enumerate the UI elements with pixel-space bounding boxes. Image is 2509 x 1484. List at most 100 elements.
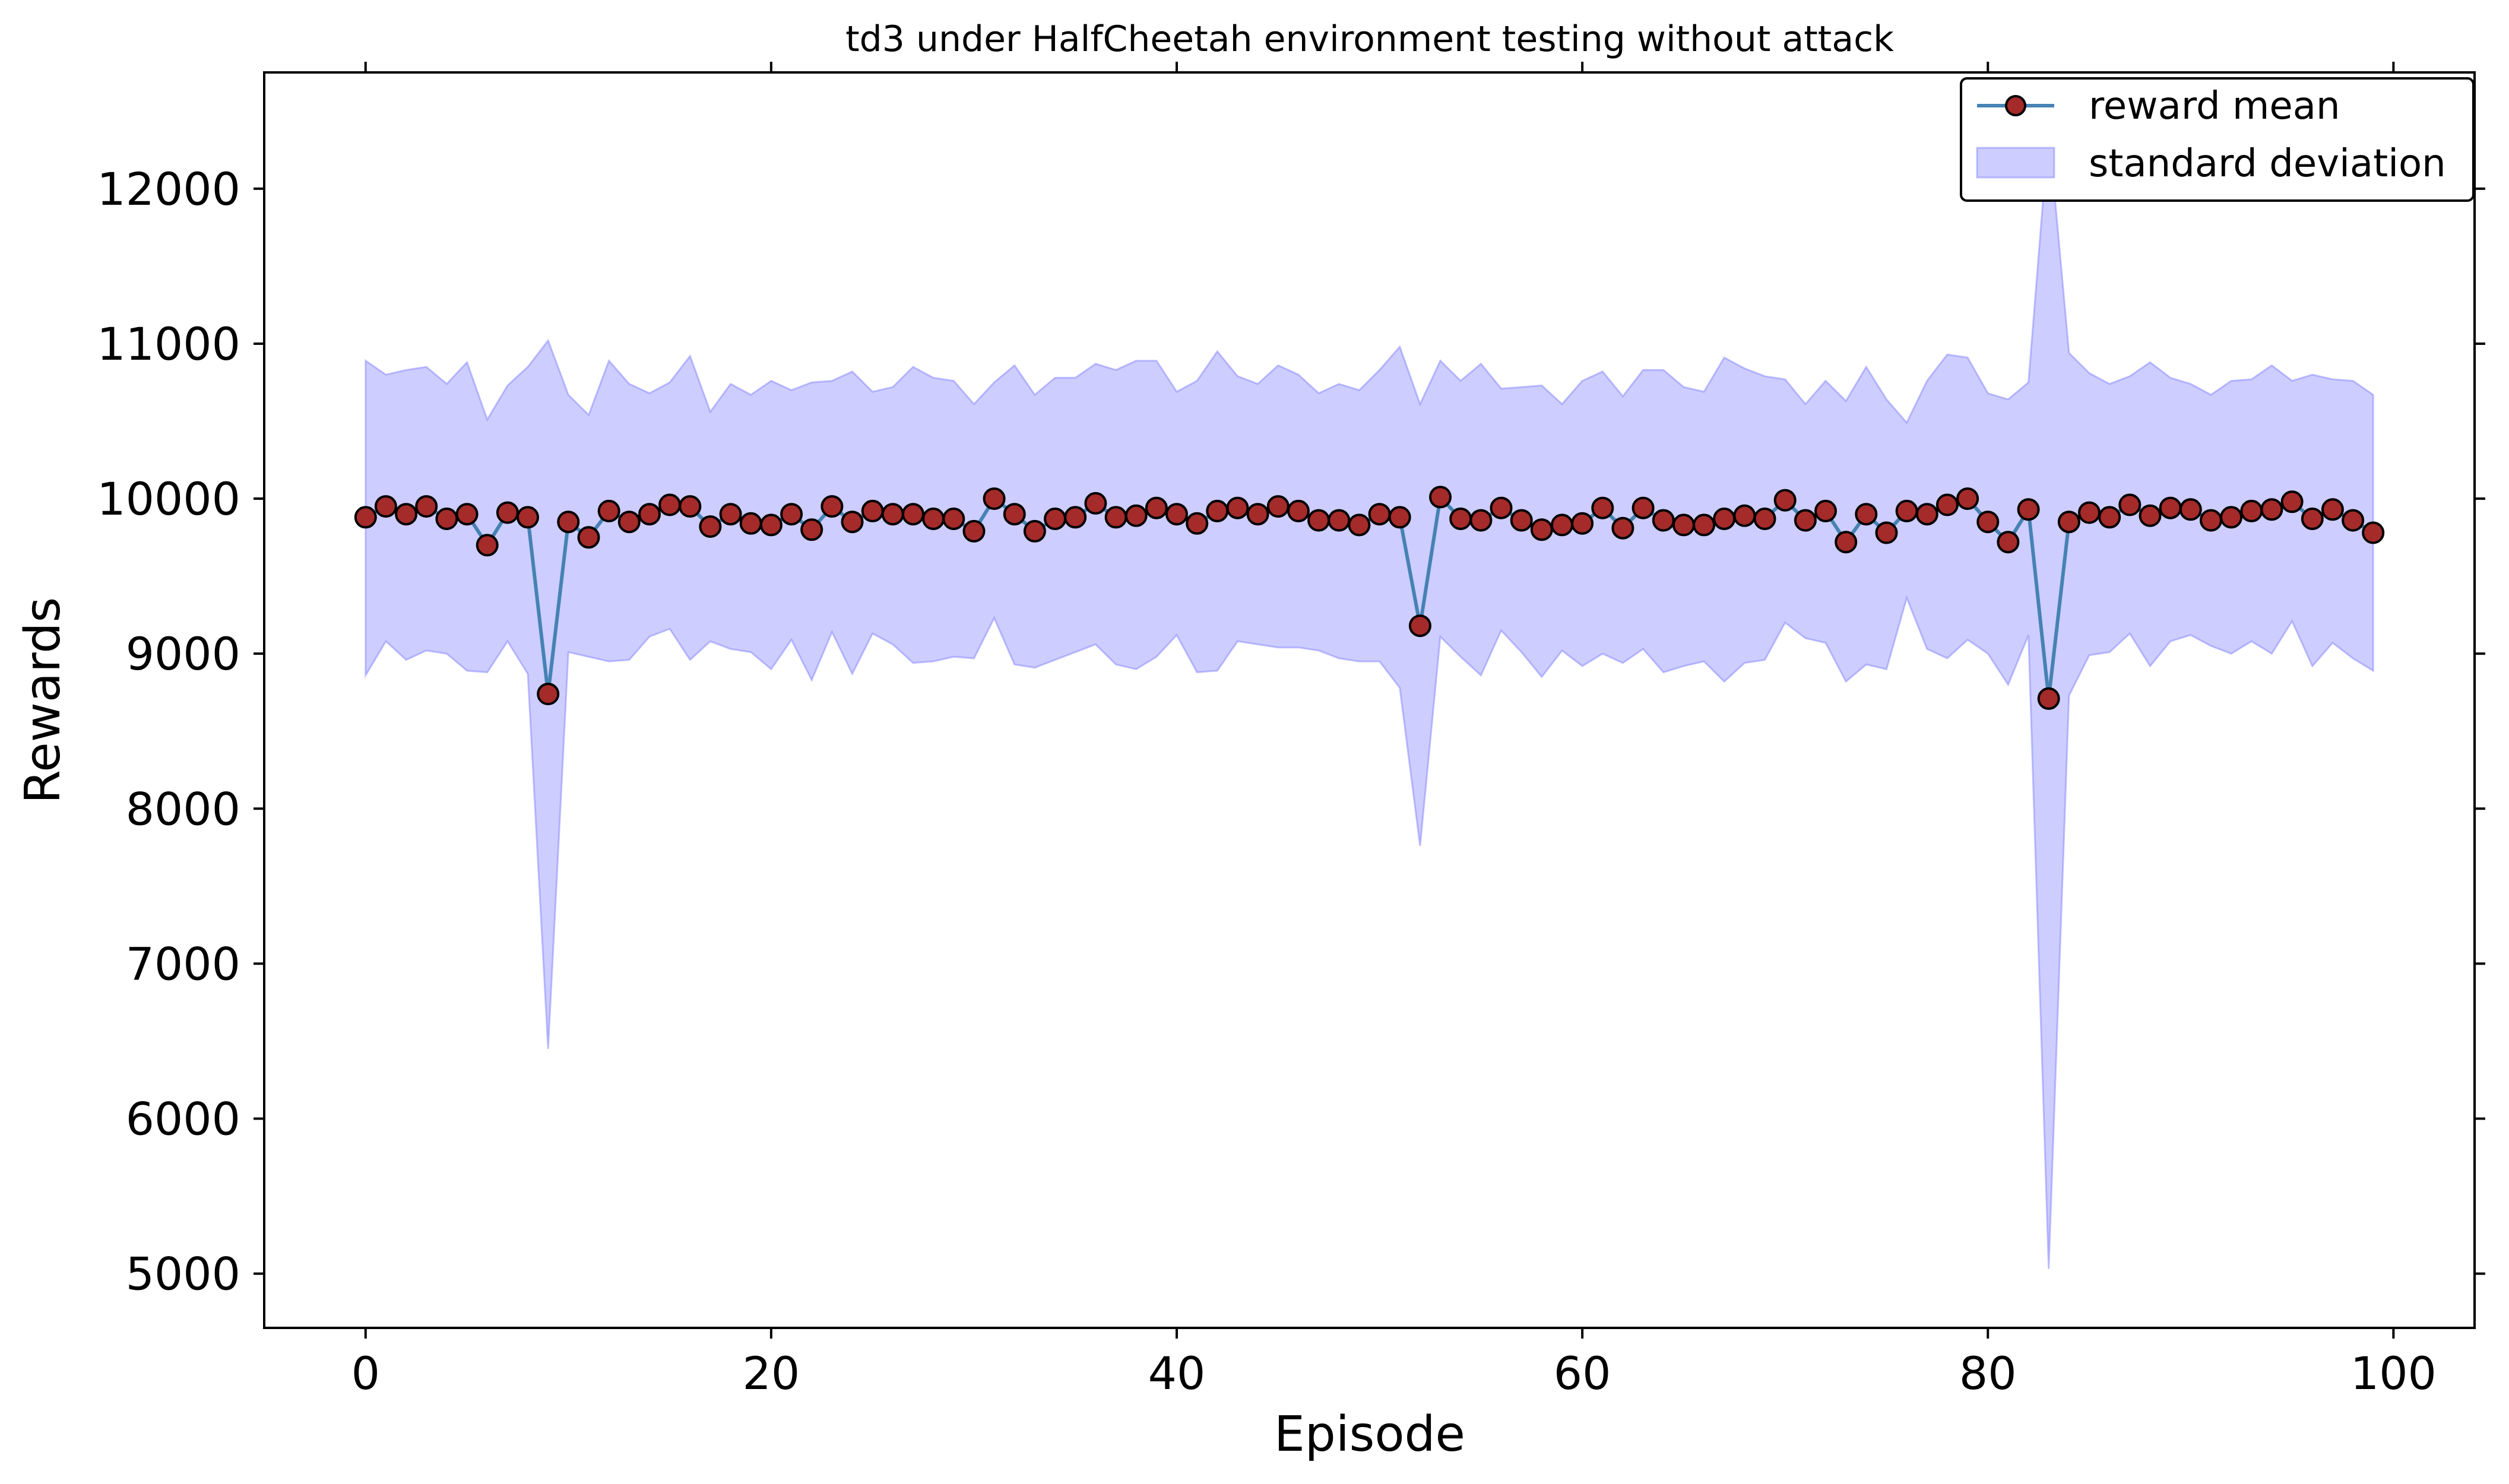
data-point xyxy=(1875,521,1898,544)
data-point xyxy=(2037,687,2060,710)
data-point xyxy=(922,508,945,530)
legend-band-swatch xyxy=(1976,147,2055,179)
data-point xyxy=(861,499,884,522)
data-point xyxy=(2342,509,2365,532)
x-tick-label: 60 xyxy=(1554,1347,1611,1400)
data-point xyxy=(658,493,682,516)
data-point xyxy=(821,495,844,518)
data-point xyxy=(1713,508,1736,530)
legend-marker-swatch xyxy=(2005,95,2026,116)
data-point xyxy=(1388,506,1411,529)
data-point xyxy=(1348,513,1371,537)
data-point xyxy=(435,508,458,530)
data-point xyxy=(1023,519,1046,543)
data-point xyxy=(1915,503,1938,526)
data-point xyxy=(1104,506,1127,529)
data-point xyxy=(2301,508,2324,530)
data-point xyxy=(1733,504,1756,527)
data-point xyxy=(577,526,600,549)
data-point xyxy=(1165,503,1188,526)
data-point xyxy=(415,495,438,518)
data-point xyxy=(1368,503,1391,526)
data-point xyxy=(1773,489,1797,512)
data-point xyxy=(1530,518,1553,541)
data-point xyxy=(1591,496,1614,519)
x-tick-label: 100 xyxy=(2350,1347,2437,1400)
y-tick-label: 11000 xyxy=(97,318,240,370)
data-point xyxy=(2098,506,2121,529)
data-point xyxy=(679,495,702,518)
data-point xyxy=(1855,503,1878,526)
data-point xyxy=(1490,496,1513,519)
data-point xyxy=(2260,498,2283,521)
data-point xyxy=(1753,508,1776,530)
data-point xyxy=(1611,516,1634,540)
data-point xyxy=(617,510,641,534)
data-point xyxy=(395,503,418,526)
mean-line-layer xyxy=(365,493,2374,699)
y-tick-label: 7000 xyxy=(126,937,240,990)
data-point xyxy=(1246,503,1269,526)
data-point xyxy=(1206,499,1229,522)
data-point xyxy=(699,515,722,538)
data-point xyxy=(1145,496,1168,519)
y-tick-label: 9000 xyxy=(126,627,240,680)
x-tick-label: 20 xyxy=(743,1347,800,1400)
y-tick-label: 10000 xyxy=(97,473,240,525)
mean-line xyxy=(365,493,2374,699)
data-point xyxy=(1287,499,1310,522)
std-band xyxy=(365,129,2374,1269)
data-point xyxy=(1693,513,1716,537)
data-point xyxy=(780,503,803,526)
data-point xyxy=(2220,506,2243,529)
x-tick-label: 40 xyxy=(1148,1347,1206,1400)
y-tick-label: 8000 xyxy=(126,782,240,835)
mean-marker-layer xyxy=(354,486,2385,710)
legend-entry-standard-deviation: standard deviation xyxy=(2089,142,2446,186)
data-point xyxy=(2362,521,2385,544)
legend: reward mean standard deviation xyxy=(1960,77,2475,202)
data-point xyxy=(942,508,965,530)
data-point xyxy=(1652,509,1675,532)
y-tick-label: 5000 xyxy=(126,1248,240,1301)
data-point xyxy=(537,683,560,706)
data-point xyxy=(2179,498,2202,521)
y-axis-ticks: 5000 6000 7000 8000 9000 10000 11000 12000 xyxy=(97,163,2485,1301)
data-point xyxy=(1632,496,1655,519)
data-point xyxy=(1672,513,1695,537)
data-point xyxy=(2057,510,2080,534)
data-point xyxy=(597,499,620,522)
data-point xyxy=(374,495,397,518)
data-point xyxy=(557,510,580,534)
data-point xyxy=(881,503,904,526)
data-point xyxy=(455,503,479,526)
data-point xyxy=(638,503,661,526)
data-point xyxy=(2118,493,2141,516)
data-point xyxy=(1408,614,1431,638)
x-tick-label: 0 xyxy=(351,1347,380,1400)
data-point xyxy=(1935,493,1959,516)
legend-entry-reward-mean: reward mean xyxy=(2089,84,2340,128)
y-tick-label: 6000 xyxy=(126,1093,240,1146)
data-point xyxy=(1003,503,1026,526)
data-point xyxy=(1814,499,1837,522)
data-point xyxy=(476,534,499,557)
data-point xyxy=(517,506,539,529)
data-point xyxy=(1835,531,1858,554)
plot-area xyxy=(354,129,2385,1269)
data-point xyxy=(1044,508,1067,530)
data-point xyxy=(962,519,986,543)
data-point xyxy=(1956,487,1979,510)
data-point xyxy=(354,506,377,529)
data-point xyxy=(2321,498,2344,521)
legend-box xyxy=(1960,77,2475,202)
x-axis-label: Episode xyxy=(1274,1406,1465,1463)
data-point xyxy=(1064,506,1087,529)
x-axis-ticks: 0 20 40 60 80 100 xyxy=(351,62,2437,1400)
data-point xyxy=(759,513,783,537)
y-axis-label: Rewards xyxy=(15,597,71,804)
data-point xyxy=(1510,509,1533,532)
data-point xyxy=(1226,496,1249,519)
data-point xyxy=(1328,509,1351,532)
